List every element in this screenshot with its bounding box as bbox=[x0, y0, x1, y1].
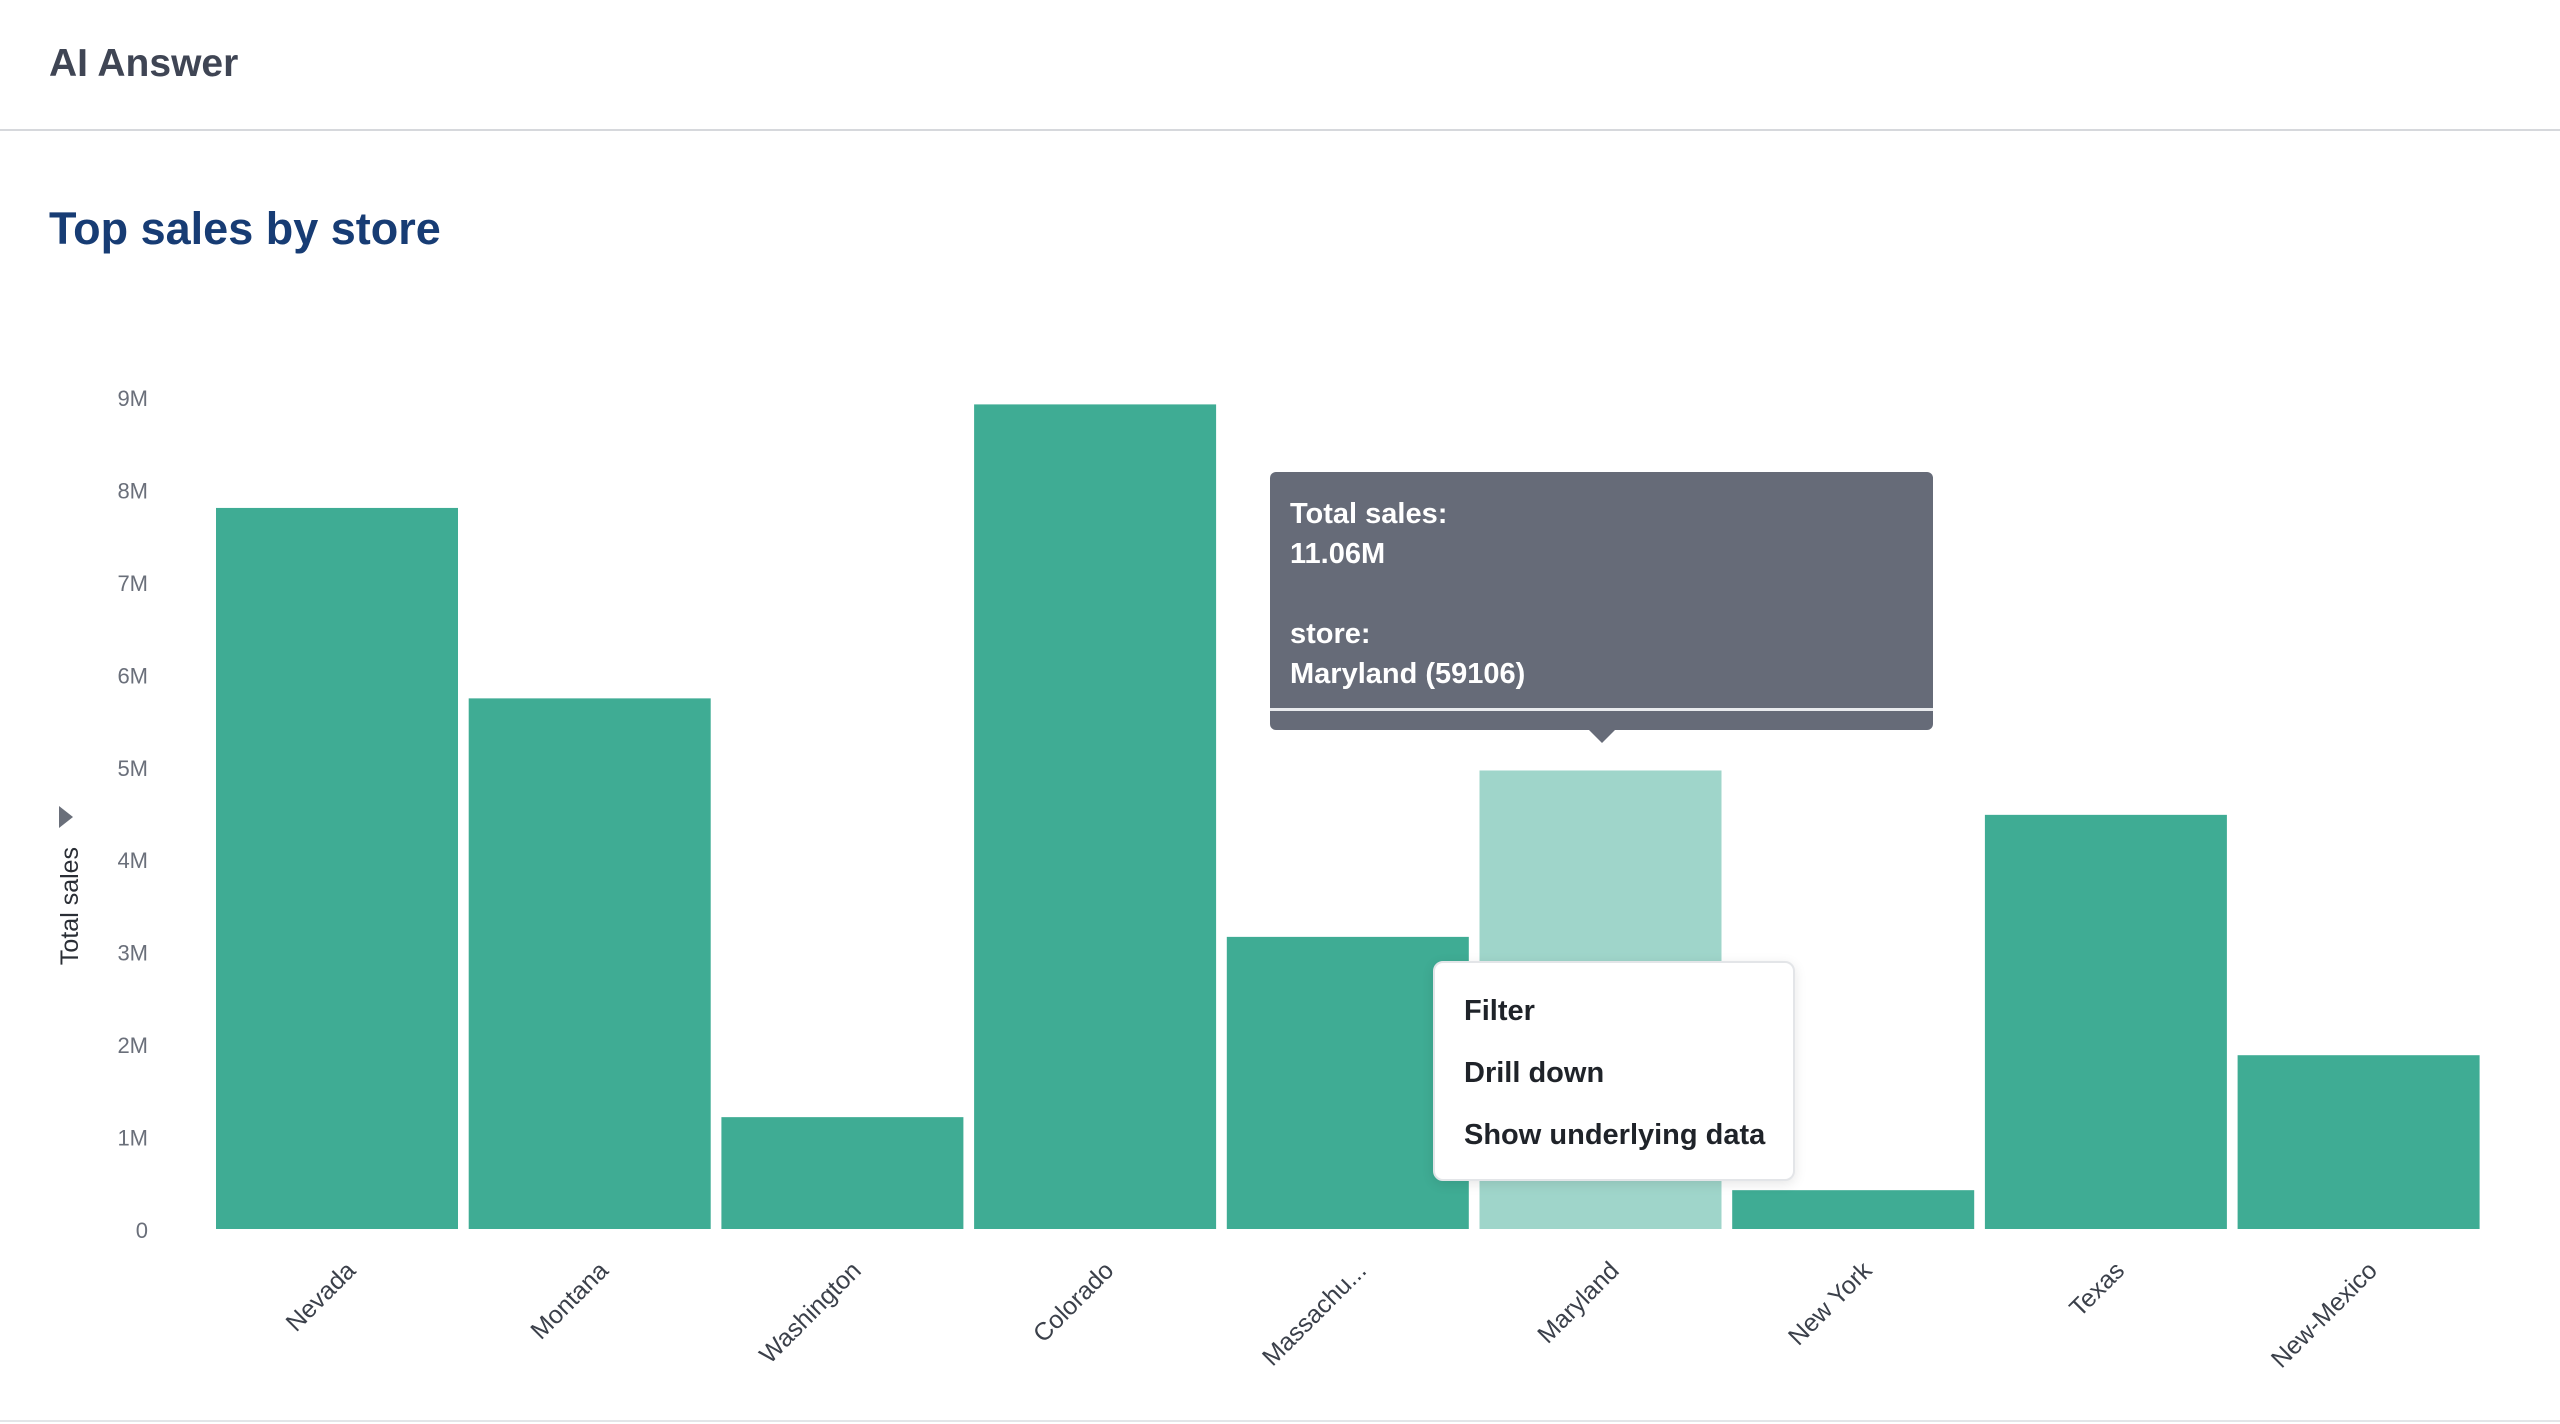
x-tick-label: Colorado bbox=[1028, 1256, 1120, 1348]
bar-new-mexico[interactable] bbox=[2237, 1055, 2480, 1229]
app-header: AI Answer bbox=[0, 0, 2560, 131]
context-menu: Filter Drill down Show underlying data bbox=[1433, 961, 1795, 1181]
y-tick-label: 2M bbox=[117, 1033, 148, 1058]
y-tick-label: 7M bbox=[117, 571, 148, 596]
x-tick-label: Maryland bbox=[1532, 1256, 1625, 1349]
y-tick-label: 4M bbox=[117, 848, 148, 873]
menu-item-drill-down[interactable]: Drill down bbox=[1464, 1057, 1605, 1089]
menu-item-filter[interactable]: Filter bbox=[1464, 995, 1535, 1027]
y-tick-label: 3M bbox=[117, 941, 148, 966]
y-tick-label: 6M bbox=[117, 663, 148, 688]
y-tick-label: 9M bbox=[117, 386, 148, 411]
y-tick-label: 1M bbox=[117, 1126, 148, 1151]
x-tick-label: Massachu... bbox=[1257, 1256, 1372, 1371]
x-tick-label: Nevada bbox=[281, 1256, 362, 1337]
bar-montana[interactable] bbox=[468, 698, 711, 1229]
tooltip-dimension-value: Maryland (59106) bbox=[1290, 658, 1526, 690]
y-tick-label: 5M bbox=[117, 756, 148, 781]
x-tick-label: New York bbox=[1783, 1256, 1878, 1351]
x-tick-label: Washington bbox=[754, 1256, 866, 1368]
app-title: AI Answer bbox=[49, 42, 239, 85]
chart-title: Top sales by store bbox=[49, 203, 441, 254]
bar-nevada[interactable] bbox=[216, 507, 458, 1229]
tooltip-divider bbox=[1270, 708, 1933, 711]
bar-new-york[interactable] bbox=[1732, 1190, 1975, 1229]
y-tick-label: 8M bbox=[117, 478, 148, 503]
caret-right-icon[interactable] bbox=[59, 806, 73, 828]
tooltip-metric-value: 11.06M bbox=[1290, 538, 1386, 570]
y-tick-label: 0 bbox=[136, 1218, 148, 1243]
bar-colorado[interactable] bbox=[974, 404, 1217, 1229]
tooltip-pointer bbox=[1588, 729, 1616, 743]
y-axis-label: Total sales bbox=[56, 847, 84, 965]
tooltip-dimension-label: store: bbox=[1290, 618, 1371, 650]
menu-item-show-underlying-data[interactable]: Show underlying data bbox=[1464, 1119, 1766, 1151]
x-tick-label: New-Mexico bbox=[2266, 1256, 2383, 1373]
chart-tooltip: Total sales: 11.06M store: Maryland (591… bbox=[1270, 472, 1933, 730]
x-tick-label: Texas bbox=[2064, 1256, 2130, 1322]
bottom-divider bbox=[0, 1420, 2560, 1422]
tooltip-metric-label: Total sales: bbox=[1290, 498, 1448, 530]
bar-texas[interactable] bbox=[1984, 814, 2227, 1229]
bar-washington[interactable] bbox=[721, 1117, 964, 1229]
x-tick-label: Montana bbox=[525, 1256, 614, 1345]
bar-massachu-[interactable] bbox=[1226, 936, 1469, 1229]
